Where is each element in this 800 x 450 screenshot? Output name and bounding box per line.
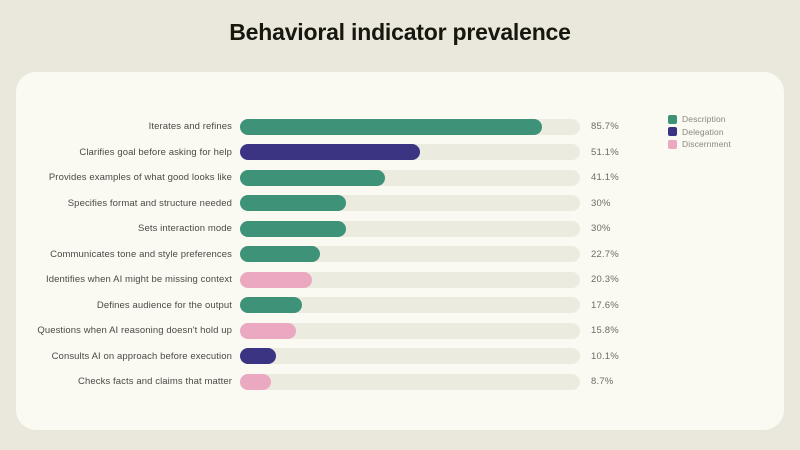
bar-track xyxy=(240,348,580,365)
category-label: Defines audience for the output xyxy=(96,299,232,311)
legend-item-delegation: Delegation xyxy=(668,126,731,138)
bar-row: Provides examples of what good looks lik… xyxy=(16,165,784,191)
chart-legend: Description Delegation Discernment xyxy=(668,113,731,151)
legend-item-discernment: Discernment xyxy=(668,138,731,150)
bar-row: Checks facts and claims that matter 8.7% xyxy=(16,369,784,395)
chart-card: Iterates and refines 85.7% Clarifies goa… xyxy=(16,72,784,430)
bar-row: Consults AI on approach before execution… xyxy=(16,344,784,370)
category-label: Sets interaction mode xyxy=(138,223,232,235)
value-label: 41.1% xyxy=(591,172,619,184)
bar-row: Questions when AI reasoning doesn't hold… xyxy=(16,318,784,344)
value-label: 30% xyxy=(591,223,611,235)
bar-row: Clarifies goal before asking for help 51… xyxy=(16,140,784,166)
bar-row: Specifies format and structure needed 30… xyxy=(16,191,784,217)
value-label: 10.1% xyxy=(591,350,619,362)
bar-track xyxy=(240,322,580,339)
value-label: 30% xyxy=(591,197,611,209)
bar-track xyxy=(240,271,580,288)
bar-delegation xyxy=(240,348,276,365)
bar-description xyxy=(240,118,542,135)
value-label: 8.7% xyxy=(591,376,614,388)
bar-track xyxy=(240,144,580,161)
bar-row: Defines audience for the output 17.6% xyxy=(16,293,784,319)
bar-description xyxy=(240,297,302,314)
category-label: Communicates tone and style preferences xyxy=(50,248,232,260)
bar-track xyxy=(240,220,580,237)
category-label: Identifies when AI might be missing cont… xyxy=(46,274,232,286)
bar-track xyxy=(240,297,580,314)
bar-track xyxy=(240,118,580,135)
bar-track xyxy=(240,195,580,212)
bar-track xyxy=(240,169,580,186)
category-label: Consults AI on approach before execution xyxy=(51,350,232,362)
category-label: Iterates and refines xyxy=(148,121,232,133)
value-label: 17.6% xyxy=(591,299,619,311)
legend-label: Delegation xyxy=(682,126,724,137)
bar-discernment xyxy=(240,322,296,339)
bar-delegation xyxy=(240,144,421,161)
bar-row: Iterates and refines 85.7% xyxy=(16,114,784,140)
legend-swatch-icon xyxy=(668,127,677,136)
bar-row: Communicates tone and style preferences … xyxy=(16,242,784,268)
value-label: 22.7% xyxy=(591,248,619,260)
value-label: 20.3% xyxy=(591,274,619,286)
legend-item-description: Description xyxy=(668,113,731,125)
bar-track xyxy=(240,373,580,390)
value-label: 85.7% xyxy=(591,121,619,133)
bar-discernment xyxy=(240,373,271,390)
category-label: Checks facts and claims that matter xyxy=(78,376,232,388)
value-label: 15.8% xyxy=(591,325,619,337)
category-label: Provides examples of what good looks lik… xyxy=(48,172,232,184)
bar-discernment xyxy=(240,271,312,288)
category-label: Specifies format and structure needed xyxy=(67,197,232,209)
legend-label: Discernment xyxy=(682,139,731,149)
bar-rows: Iterates and refines 85.7% Clarifies goa… xyxy=(16,114,784,395)
bar-description xyxy=(240,220,346,237)
bar-row: Identifies when AI might be missing cont… xyxy=(16,267,784,293)
bar-description xyxy=(240,246,320,263)
bar-description xyxy=(240,195,346,212)
category-label: Questions when AI reasoning doesn't hold… xyxy=(37,325,232,337)
bar-track xyxy=(240,246,580,263)
category-label: Clarifies goal before asking for help xyxy=(79,146,232,158)
bar-description xyxy=(240,169,385,186)
legend-swatch-icon xyxy=(668,114,677,124)
legend-swatch-icon xyxy=(668,139,677,149)
bar-row: Sets interaction mode 30% xyxy=(16,216,784,242)
chart-title: Behavioral indicator prevalence xyxy=(229,19,571,45)
page: Behavioral indicator prevalence Iterates… xyxy=(0,0,800,430)
legend-label: Description xyxy=(682,114,726,124)
value-label: 51.1% xyxy=(591,146,619,158)
